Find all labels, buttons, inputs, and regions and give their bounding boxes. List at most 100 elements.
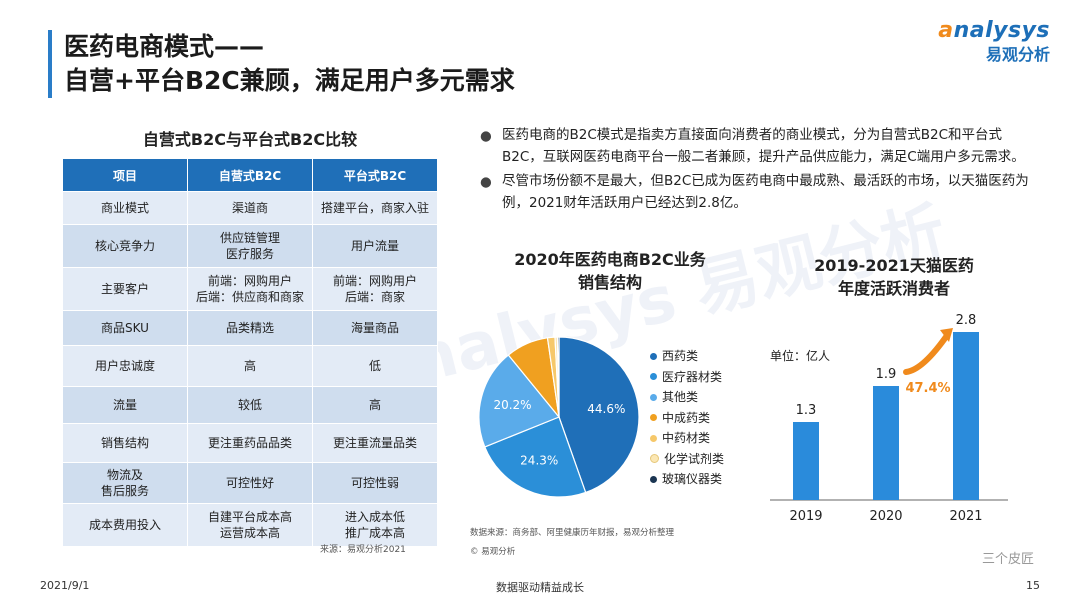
bar-chart-title: 2019-2021天猫医药 年度活跃消费者: [814, 256, 974, 298]
table-cell: 商品SKU: [62, 310, 188, 346]
analysys-logo: analysys 易观分析: [938, 18, 1050, 65]
growth-arrow-head-icon: [940, 328, 953, 342]
table-cell: 物流及 售后服务: [62, 462, 188, 504]
legend-item: 西药类: [650, 346, 724, 367]
pie-slice-其他类: [478, 354, 560, 448]
pie-legend: 西药类医疗器材类其他类中成药类中药材类化学试剂类玻璃仪器类: [650, 346, 724, 490]
bullet-list: ● 医药电商的B2C模式是指卖方直接面向消费者的商业模式，分为自营式B2C和平台式…: [478, 124, 1038, 216]
growth-arrow-icon: [903, 331, 951, 375]
legend-label: 中药材类: [662, 431, 711, 445]
pie-data-label: 24.3%: [520, 454, 558, 468]
table-header-cell: 平台式B2C: [312, 158, 438, 192]
pie-chart-title: 2020年医药电商B2C业务 销售结构: [514, 250, 706, 292]
legend-label: 医疗器材类: [662, 369, 723, 384]
page-number: 15: [1026, 579, 1040, 592]
wechat-watermark: 三个皮匠: [981, 552, 1034, 567]
table-cell: 商业模式: [62, 191, 188, 225]
table-cell: 供应链管理 医疗服务: [187, 224, 313, 268]
table-cell: 进入成本低 推广成本高: [312, 503, 438, 547]
bullet-item: ● 医药电商的B2C模式是指卖方直接面向消费者的商业模式，分为自营式B2C和平台式…: [480, 127, 1025, 165]
legend-swatch-icon: [650, 414, 657, 422]
table-row: 用户忠诚度高低: [62, 345, 438, 387]
x-tick-label: 2020: [869, 509, 902, 524]
bar-2021: [953, 332, 979, 500]
bullet-dot-icon: ●: [480, 174, 492, 190]
table-cell: 低: [312, 345, 438, 387]
legend-item: 其他类: [650, 387, 724, 408]
table-header-cell: 项目: [62, 158, 188, 192]
table-cell: 海量商品: [312, 310, 438, 346]
table-cell: 主要客户: [62, 267, 188, 311]
bar-2020: [873, 386, 899, 500]
table-cell: 渠道商: [187, 191, 313, 225]
bar-chart: 1.3 2019 1.9 2020 2.8 2021 47.4%: [770, 313, 1008, 524]
growth-annotation: 47.4%: [905, 381, 950, 396]
legend-label: 化学试剂类: [664, 451, 725, 466]
bullet-dot-icon: ●: [480, 128, 492, 144]
table-header-cell: 自营式B2C: [187, 158, 313, 192]
table-cell: 可控性弱: [312, 462, 438, 504]
table-row: 核心竞争力 供应链管理 医疗服务 用户流量: [62, 224, 438, 268]
table-row: 商品SKU 品类精选 海量商品: [62, 310, 438, 346]
legend-swatch-icon: [650, 352, 657, 360]
bar-value-label: 1.9: [876, 367, 897, 382]
table-row: 成本费用投入 自建平台成本高 运营成本高 进入成本低 推广成本高: [62, 503, 438, 547]
title-accent-bar: [48, 30, 52, 98]
table-cell: 前端：网购用户 后端：商家: [312, 267, 438, 311]
table-row: 主要客户 前端：网购用户 后端：供应商和商家 前端：网购用户 后端：商家: [62, 267, 438, 311]
table-cell: 高: [187, 345, 313, 387]
legend-item: 中药材类: [650, 428, 724, 449]
legend-label: 西药类: [662, 349, 699, 363]
table-cell: 用户忠诚度: [62, 345, 188, 387]
table-cell: 流量: [62, 386, 188, 424]
legend-item: 化学试剂类: [650, 449, 724, 470]
table-cell: 搭建平台，商家入驻: [312, 191, 438, 225]
footer-slogan: 数据驱动精益成长: [496, 581, 584, 594]
table-body: 商业模式 渠道商 搭建平台，商家入驻 核心竞争力 供应链管理 医疗服务 用户流量 主要客户前…: [62, 191, 438, 547]
legend-swatch-icon: [650, 454, 659, 464]
table-row: 流量 较低高: [62, 386, 438, 424]
comparison-table: 项目 自营式B2C 平台式B2C 商业模式 渠道商 搭建平台，商家入驻 核心竞争力 供应…: [62, 158, 438, 547]
table-cell: 用户流量: [312, 224, 438, 268]
legend-label: 玻璃仪器类: [662, 472, 723, 486]
table-cell: 品类精选: [187, 310, 313, 346]
legend-swatch-icon: [650, 373, 657, 381]
legend-item: 医疗器材类: [650, 367, 724, 388]
table-title: 自营式B2C与平台式B2C比较: [142, 130, 358, 149]
table-source: 来源：易观分析2021: [320, 545, 406, 555]
logo-en: analysys: [938, 18, 1050, 43]
x-tick-label: 2021: [949, 509, 982, 524]
table-cell: 前端：网购用户 后端：供应商和商家: [187, 267, 313, 311]
pie-chart: 44.6% 24.3% 20.2%: [478, 336, 640, 498]
table-row: 商业模式 渠道商 搭建平台，商家入驻: [62, 191, 438, 225]
x-tick-label: 2019: [789, 509, 822, 524]
table-cell: 成本费用投入: [62, 503, 188, 547]
table-cell: 核心竞争力: [62, 224, 188, 268]
table-cell: 可控性好: [187, 462, 313, 504]
bar-2019: [793, 422, 819, 500]
chart-source: 数据来源：商务部、阿里健康历年财报，易观分析整理: [470, 528, 675, 538]
table-row: 销售结构 更注重药品品类 更注重流量品类: [62, 423, 438, 463]
table-cell: 更注重药品品类: [187, 423, 313, 463]
chart-copyright: © 易观分析: [470, 547, 516, 557]
table-cell: 销售结构: [62, 423, 188, 463]
table-cell: 较低: [187, 386, 313, 424]
footer-date: 2021/9/1: [40, 579, 90, 592]
legend-label: 其他类: [662, 390, 699, 404]
pie-slice-西药类: [558, 336, 640, 494]
bar-value-label: 2.8: [956, 313, 977, 328]
table-cell: 更注重流量品类: [312, 423, 438, 463]
legend-swatch-icon: [650, 475, 657, 483]
legend-item: 中成药类: [650, 408, 724, 429]
legend-label: 中成药类: [662, 410, 711, 425]
bar-chart-unit: 单位：亿人: [770, 349, 831, 363]
legend-swatch-icon: [650, 434, 657, 442]
page-title: 医药电商模式—— 自营+平台B2C兼顾，满足用户多元需求: [64, 30, 515, 98]
pie-slice-玻璃仪器类: [556, 336, 560, 418]
page-title-line2: 自营+平台B2C兼顾，满足用户多元需求: [64, 66, 515, 95]
legend-item: 玻璃仪器类: [650, 469, 724, 490]
logo-cn: 易观分析: [985, 45, 1050, 64]
table-cell: 高: [312, 386, 438, 424]
table-cell: 自建平台成本高 运营成本高: [187, 503, 313, 547]
pie-data-label: 20.2%: [493, 398, 531, 412]
